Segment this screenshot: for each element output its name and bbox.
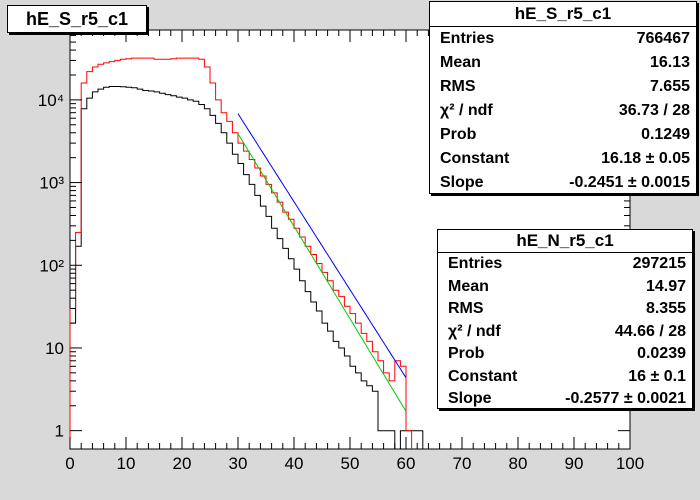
stat-label: Prob	[440, 126, 477, 143]
stat-label: RMS	[440, 78, 476, 95]
stat-value: 0.0239	[637, 345, 686, 362]
x-tick-label: 10	[117, 454, 136, 473]
stat-value: 766467	[636, 30, 690, 47]
x-tick-label: 80	[509, 454, 528, 473]
stat-row-slope: Slope -0.2451 ± 0.0015	[430, 171, 696, 195]
x-tick-label: 20	[173, 454, 192, 473]
stat-row-chi2: χ² / ndf 36.73 / 28	[430, 99, 696, 123]
stat-label: Entries	[448, 255, 503, 272]
histogram-bars	[69, 57, 424, 450]
plot-title: hE_S_r5_c1	[7, 5, 147, 33]
stat-value: 16.18 ± 0.05	[601, 150, 690, 167]
stat-label: Mean	[448, 277, 489, 295]
stat-row-rms: RMS 7.655	[430, 75, 696, 99]
stat-value: -0.2577 ± 0.0021	[565, 390, 686, 407]
x-tick-label: 60	[397, 454, 416, 473]
stat-row-prob: Prob 0.1249	[430, 123, 696, 147]
y-tick-label: 10⁴	[38, 91, 64, 110]
stats-box-title: hE_N_r5_c1	[438, 230, 692, 253]
x-tick-label: 30	[229, 454, 248, 473]
histogram-hE_N_r5_c1	[69, 86, 424, 450]
y-tick-label: 10²	[39, 256, 64, 275]
stat-row-mean: Mean 16.13	[430, 51, 696, 75]
fit-curve-fit_S	[237, 113, 407, 378]
stat-label: Slope	[448, 390, 492, 407]
stat-value: 44.66 / 28	[614, 322, 686, 340]
stat-value: 16 ± 0.1	[628, 367, 686, 385]
x-tick-label: 100	[616, 454, 644, 473]
stats-box-n: hE_N_r5_c1 Entries 297215 Mean 14.97 RMS 8.…	[437, 229, 693, 409]
stat-label: Entries	[440, 30, 495, 47]
x-tick-label: 0	[65, 454, 74, 473]
stat-value: 297215	[632, 255, 686, 272]
stat-row-entries: Entries 766467	[430, 27, 696, 51]
histogram-hE_S_r5_c1	[69, 57, 413, 449]
stat-label: Prob	[448, 345, 485, 362]
stat-label: Slope	[440, 174, 484, 191]
y-tick-label: 10³	[39, 174, 64, 193]
y-tick-label: 1	[55, 422, 64, 441]
stats-box-s: hE_S_r5_c1 Entries 766467 Mean 16.13 RMS 7.…	[429, 1, 697, 194]
x-tick-label: 70	[453, 454, 472, 473]
stat-row-slope: Slope -0.2577 ± 0.0021	[438, 388, 692, 411]
x-tick-label: 50	[341, 454, 360, 473]
stat-label: RMS	[448, 300, 484, 317]
stat-label: Constant	[440, 150, 510, 167]
stat-label: χ² / ndf	[440, 102, 493, 119]
stat-value: 36.73 / 28	[618, 102, 690, 119]
stat-value: 8.355	[645, 300, 686, 317]
fit-curve-fit_N	[237, 133, 407, 412]
stat-row-constant: Constant 16.18 ± 0.05	[430, 147, 696, 171]
stat-value: 0.1249	[641, 126, 690, 143]
y-tick-label: 10	[45, 339, 64, 358]
stat-row-prob: Prob 0.0239	[438, 343, 692, 366]
stat-value: 7.655	[649, 78, 690, 95]
stat-value: 14.97	[645, 277, 686, 295]
stat-label: χ² / ndf	[448, 322, 501, 340]
stat-row-entries: Entries 297215	[438, 253, 692, 276]
stat-row-mean: Mean 14.97	[438, 276, 692, 299]
stat-row-rms: RMS 8.355	[438, 298, 692, 321]
stat-label: Constant	[448, 367, 518, 385]
stat-label: Mean	[440, 54, 481, 71]
stat-row-constant: Constant 16 ± 0.1	[438, 366, 692, 389]
x-tick-label: 90	[565, 454, 584, 473]
stat-value: 16.13	[649, 54, 690, 71]
stat-value: -0.2451 ± 0.0015	[569, 174, 690, 191]
stats-box-title: hE_S_r5_c1	[430, 2, 696, 27]
fit-curves	[237, 113, 407, 412]
x-tick-label: 40	[285, 454, 304, 473]
stat-row-chi2: χ² / ndf 44.66 / 28	[438, 321, 692, 344]
